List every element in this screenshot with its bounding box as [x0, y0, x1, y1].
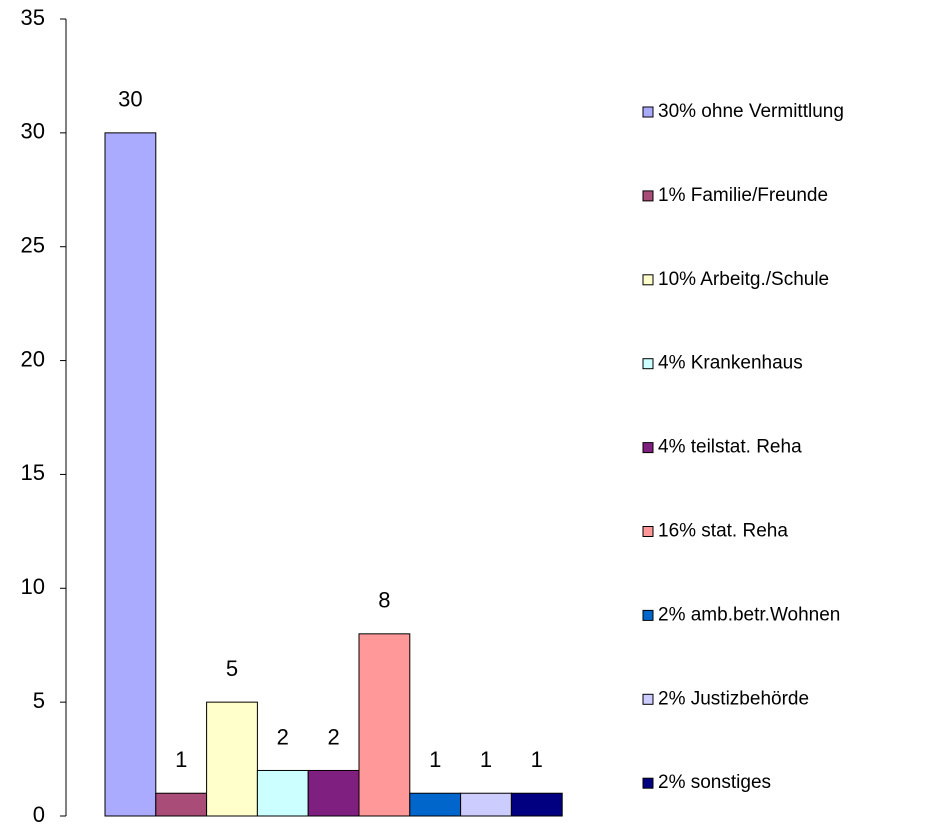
legend-label: 2% Justizbehörde [658, 688, 809, 709]
bar [409, 792, 462, 817]
y-tick-label: 35 [21, 5, 45, 30]
legend-swatch [642, 106, 654, 118]
data-label: 2 [327, 724, 339, 749]
y-tick-label: 20 [21, 346, 45, 371]
y-tick-label: 25 [21, 233, 45, 258]
legend-swatch [642, 693, 654, 705]
data-label: 1 [429, 747, 441, 772]
legend-label: 1% Familie/Freunde [658, 185, 828, 206]
data-label: 1 [480, 747, 492, 772]
y-tick-label: 30 [21, 119, 45, 144]
legend-swatch [642, 526, 654, 537]
legend-label: 16% stat. Reha [658, 521, 788, 542]
y-tick-label: 0 [33, 802, 45, 826]
data-label: 8 [378, 588, 390, 613]
data-label: 2 [277, 724, 289, 749]
legend-label: 2% sonstiges [658, 772, 771, 793]
bar [256, 769, 309, 817]
bar [155, 792, 208, 817]
y-tick-label: 5 [33, 688, 45, 713]
legend-label: 2% amb.betr.Wohnen [658, 604, 840, 625]
legend-swatch [642, 442, 654, 454]
y-tick-label: 10 [21, 574, 45, 599]
data-label: 1 [175, 747, 187, 772]
data-label: 1 [531, 747, 543, 772]
bar [206, 701, 258, 817]
data-label: 30 [118, 87, 142, 112]
legend-label: 4% Krankenhaus [658, 353, 803, 374]
legend-swatch [642, 609, 654, 621]
data-label: 5 [226, 656, 238, 681]
bar [358, 633, 411, 817]
legend-label: 4% teilstat. Reha [658, 437, 802, 458]
y-tick-label: 15 [21, 460, 45, 485]
bar [510, 792, 563, 817]
legend-swatch [642, 358, 654, 370]
bar [104, 132, 157, 817]
legend-label: 10% Arbeitg./Schule [658, 269, 829, 290]
legend-swatch [642, 274, 654, 286]
bar [307, 769, 360, 817]
bar [460, 792, 512, 817]
legend-swatch [642, 190, 654, 202]
legend-label: 30% ohne Vermittlung [658, 101, 844, 122]
legend-swatch [642, 777, 654, 789]
